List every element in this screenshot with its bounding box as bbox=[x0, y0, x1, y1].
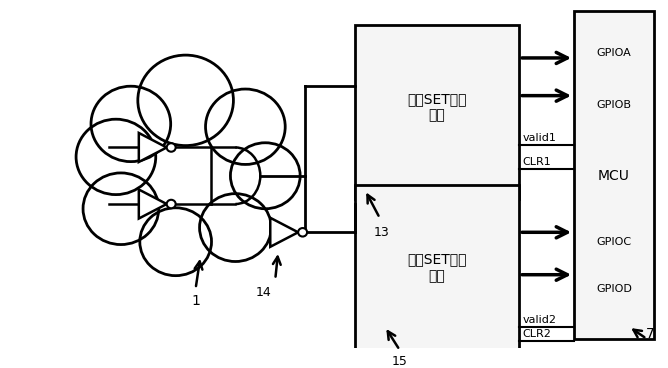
Circle shape bbox=[140, 208, 212, 276]
Circle shape bbox=[200, 194, 271, 262]
Text: 13: 13 bbox=[374, 226, 389, 239]
Circle shape bbox=[83, 173, 159, 245]
Circle shape bbox=[138, 55, 233, 146]
Circle shape bbox=[76, 119, 156, 195]
Text: 上跳SET检测
模块: 上跳SET检测 模块 bbox=[407, 252, 467, 283]
Polygon shape bbox=[271, 218, 298, 247]
Text: MCU: MCU bbox=[598, 169, 630, 183]
Text: GPIOA: GPIOA bbox=[597, 48, 631, 58]
Text: CLR1: CLR1 bbox=[522, 157, 551, 167]
Circle shape bbox=[230, 143, 300, 209]
Circle shape bbox=[206, 89, 285, 164]
Text: 上跳SET检测
模块: 上跳SET检测 模块 bbox=[407, 92, 467, 123]
Text: 15: 15 bbox=[392, 355, 407, 368]
Circle shape bbox=[298, 228, 307, 237]
Bar bbox=[574, 11, 654, 339]
Polygon shape bbox=[139, 190, 167, 219]
Text: valid1: valid1 bbox=[522, 133, 556, 143]
Text: 1: 1 bbox=[191, 294, 200, 308]
Bar bbox=[355, 185, 519, 360]
Text: 7: 7 bbox=[646, 327, 655, 341]
Text: GPIOB: GPIOB bbox=[597, 100, 631, 110]
Bar bbox=[355, 25, 519, 199]
Text: GPIOC: GPIOC bbox=[597, 237, 631, 247]
Text: valid2: valid2 bbox=[522, 315, 556, 325]
Circle shape bbox=[167, 143, 176, 152]
Text: CLR2: CLR2 bbox=[522, 329, 551, 339]
Polygon shape bbox=[139, 133, 167, 162]
Text: 14: 14 bbox=[255, 286, 271, 299]
Text: GPIOD: GPIOD bbox=[596, 284, 632, 294]
Circle shape bbox=[91, 86, 171, 162]
Circle shape bbox=[167, 200, 176, 208]
